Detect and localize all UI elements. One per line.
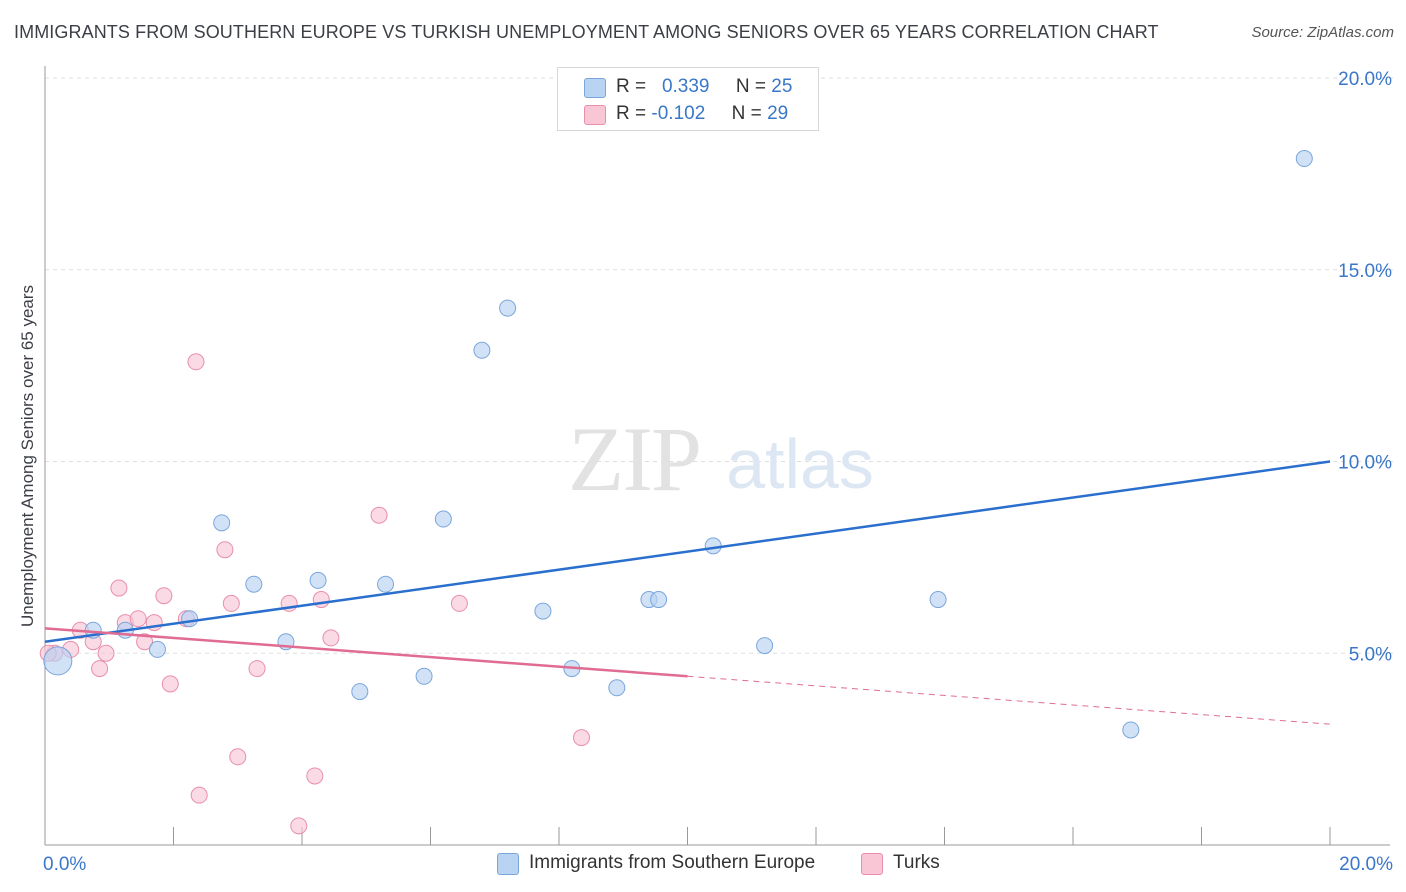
y-tick-label: 15.0%	[1338, 261, 1392, 282]
legend-swatch-immigrants	[584, 78, 606, 98]
turks-point	[216, 541, 234, 559]
immigrants-point	[473, 341, 491, 359]
immigrants-point	[534, 602, 552, 620]
immigrants-point	[181, 610, 199, 628]
turks-point	[91, 660, 109, 678]
turks-point	[450, 594, 468, 612]
source-label: Source: ZipAtlas.com	[1251, 24, 1394, 41]
legend-n-label: N =	[731, 103, 762, 124]
turks-point	[322, 629, 340, 647]
bottom-legend-label-immigrants: Immigrants from Southern Europe	[529, 852, 816, 873]
turks-point	[306, 767, 324, 785]
immigrants-point	[929, 591, 947, 609]
turks-point	[155, 587, 173, 605]
turks-point	[248, 660, 266, 678]
legend-n-value: 29	[767, 103, 789, 124]
turks-point	[190, 786, 208, 804]
immigrants-point	[351, 683, 369, 701]
turks-point	[187, 353, 205, 371]
x-tick-label: 0.0%	[43, 854, 86, 875]
immigrants-point	[309, 571, 327, 589]
immigrants-point	[756, 637, 774, 655]
turks-point	[370, 506, 388, 524]
immigrants-point	[43, 646, 73, 676]
legend-r-value: 0.339	[661, 76, 710, 97]
immigrants-point	[213, 514, 231, 532]
immigrants-point	[608, 679, 626, 697]
immigrants-point	[1122, 721, 1140, 739]
turks-point	[222, 594, 240, 612]
turks-point	[312, 591, 330, 609]
y-tick-label: 20.0%	[1338, 69, 1392, 90]
immigrants-point	[245, 575, 263, 593]
legend-swatch-turks	[584, 105, 606, 125]
turks-point	[229, 748, 247, 766]
trend-layer	[44, 460, 1331, 725]
legend-n-value: 25	[771, 76, 793, 97]
legend-r-label: R =	[616, 103, 647, 124]
immigrants-trend-line	[44, 460, 1331, 643]
y-tick-label: 10.0%	[1338, 453, 1392, 474]
x-tick-label: 20.0%	[1339, 854, 1393, 875]
immigrants-point	[377, 575, 395, 593]
immigrants-point	[148, 640, 166, 658]
turks-point	[290, 817, 308, 835]
turks-point	[161, 675, 179, 693]
turks-trend-extension	[687, 675, 1331, 725]
immigrants-points	[43, 150, 1313, 739]
grid-layer	[45, 77, 1395, 654]
y-tick-label: 5.0%	[1349, 644, 1392, 665]
turks-points	[39, 353, 590, 835]
tick-labels: 5.0% 10.0% 15.0% 20.0% 0.0% 20.0%	[43, 69, 1393, 875]
chart-title: IMMIGRANTS FROM SOUTHERN EUROPE VS TURKI…	[14, 22, 1159, 42]
legend-r-label: R =	[616, 76, 647, 97]
bottom-legend-swatch-immigrants	[497, 853, 519, 875]
immigrants-point	[415, 667, 433, 685]
legend-n-label: N =	[735, 76, 767, 97]
legend-r-value: -0.102	[651, 103, 706, 124]
turks-trend-line	[44, 627, 688, 678]
bottom-legend-swatch-turks	[861, 853, 883, 875]
turks-point	[97, 644, 115, 662]
bottom-legend-label-turks: Turks	[893, 852, 940, 873]
turks-point	[136, 633, 154, 651]
watermark: ZIP atlas	[568, 408, 874, 510]
immigrants-point	[499, 299, 517, 317]
turks-point	[110, 579, 128, 597]
immigrants-point	[434, 510, 452, 528]
watermark-atlas: atlas	[726, 425, 874, 503]
watermark-zip: ZIP	[568, 408, 700, 510]
turks-point	[572, 729, 590, 747]
immigrants-point	[1295, 150, 1313, 168]
turks-point	[129, 610, 147, 628]
immigrants-point	[704, 537, 722, 555]
axis-layer	[44, 66, 1390, 846]
correlation-legend: R = 0.339 N = 25 R = -0.102 N = 29	[557, 67, 819, 131]
immigrants-point	[650, 591, 668, 609]
